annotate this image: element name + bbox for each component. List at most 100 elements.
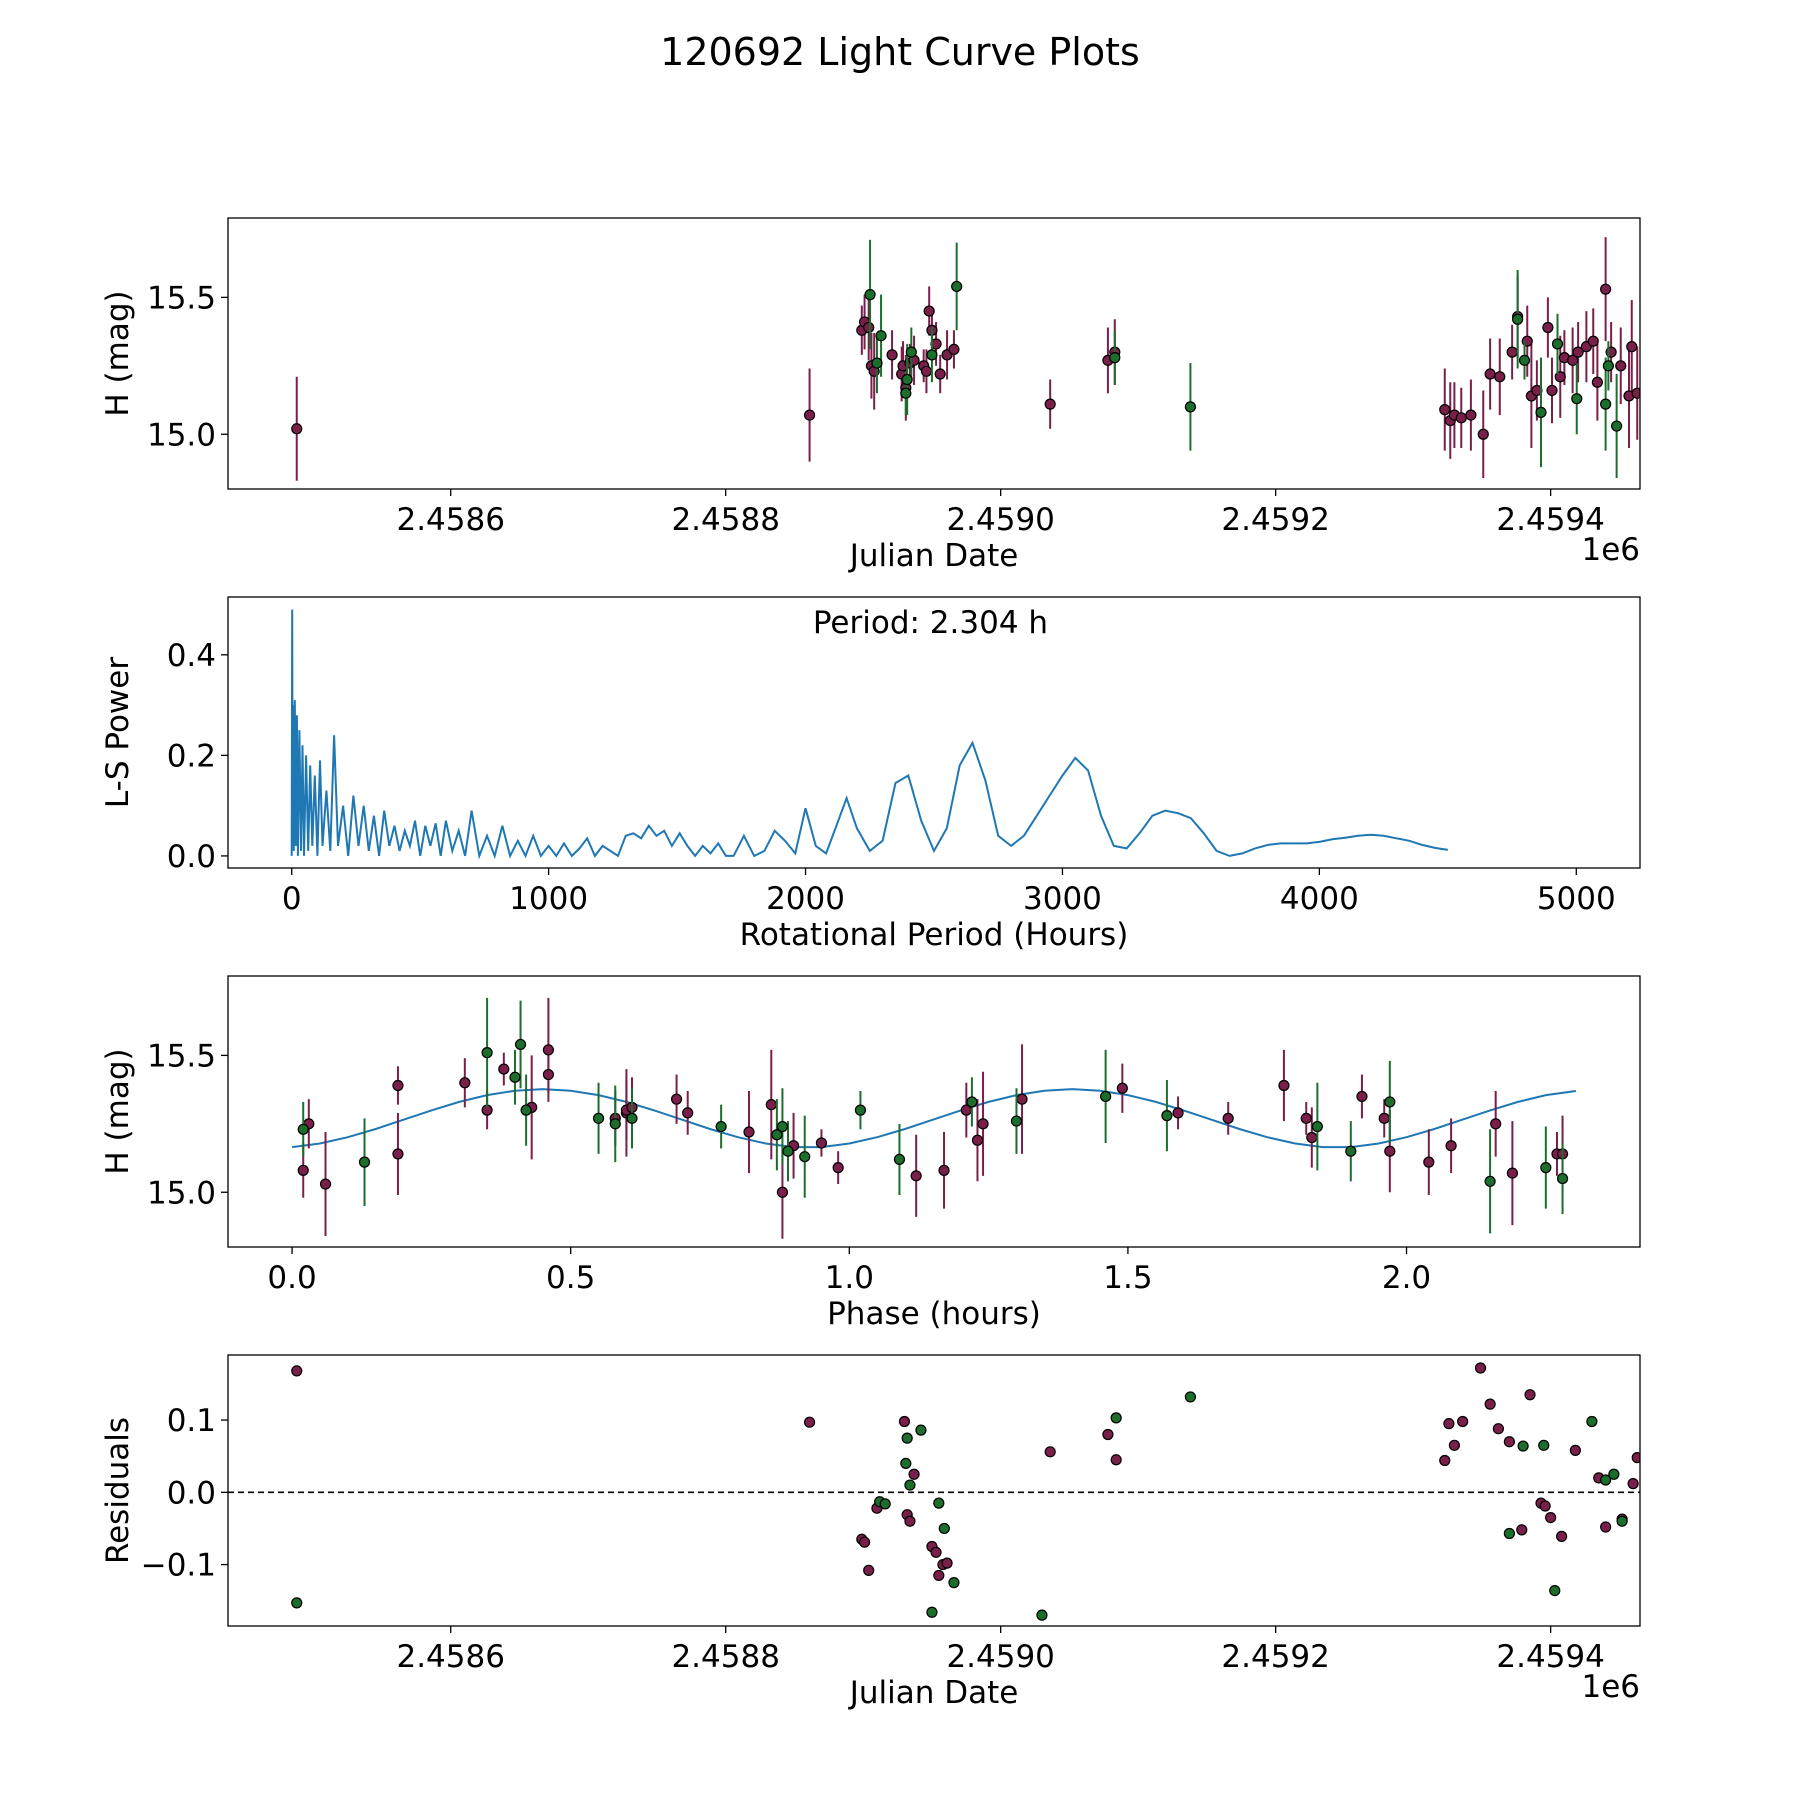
y-tick-label: 0.4: [167, 638, 216, 674]
y-tick-label: 15.0: [147, 1175, 216, 1211]
periodogram-line: [290, 609, 1448, 860]
data-point: [1591, 376, 1603, 388]
y-axis-label: Residuals: [100, 1417, 136, 1564]
data-point: [1503, 1436, 1515, 1448]
data-point: [910, 1170, 922, 1182]
data-point: [1506, 346, 1518, 358]
panel-lightcurve: 2.4586 2.4588 2.4590 2.4592 2.4594 15.0 15.5 Ju…: [100, 217, 1641, 574]
x-axis-label: Phase (hours): [827, 1296, 1041, 1332]
data-point: [1615, 360, 1627, 372]
data-point: [609, 1118, 621, 1130]
x-tick-label: 2.0: [1382, 1260, 1431, 1296]
data-point: [1506, 1167, 1518, 1179]
data-point: [542, 1068, 555, 1081]
data-point: [1494, 371, 1506, 383]
data-point: [498, 1063, 510, 1075]
data-point: [930, 1546, 942, 1558]
panel-phased: 0.0 0.5 1.0 1.5 2.0 15.0 15.5 Phase (hours) H (m…: [100, 975, 1641, 1332]
series-green: [864, 239, 1623, 479]
data-point: [1222, 1112, 1234, 1124]
data-point: [1524, 1389, 1536, 1401]
data-point: [1587, 335, 1599, 347]
data-point: [358, 1156, 371, 1168]
series-green: [297, 997, 1569, 1234]
data-point: [1184, 1391, 1197, 1403]
data-point: [971, 1134, 984, 1146]
data-point: [941, 1557, 953, 1569]
data-point: [1300, 1112, 1312, 1124]
data-point: [771, 1129, 783, 1141]
data-point: [1556, 1530, 1568, 1542]
data-point: [858, 1536, 871, 1548]
x-tick-label: 1000: [509, 881, 588, 917]
data-point: [1546, 384, 1558, 397]
data-point: [297, 1164, 309, 1176]
x-tick-label: 2.4594: [1496, 1639, 1604, 1675]
data-point: [871, 357, 883, 369]
data-point: [1161, 1110, 1173, 1122]
data-point: [863, 321, 875, 334]
plot-area: [291, 237, 1640, 481]
data-point: [1503, 1527, 1515, 1540]
data-point: [1036, 1609, 1048, 1621]
data-point: [1306, 1131, 1318, 1144]
series-purple: [291, 1362, 1640, 1582]
data-point: [901, 373, 913, 386]
data-point: [1600, 1521, 1612, 1533]
data-point: [670, 1093, 683, 1105]
panel-residuals: 2.4586 2.4588 2.4590 2.4592 2.4594 −0.1 0.0 0.1…: [100, 1354, 1641, 1711]
data-point: [904, 1515, 916, 1527]
data-point: [1109, 352, 1121, 364]
y-tick-label: 15.5: [147, 1038, 216, 1074]
data-point: [1600, 283, 1612, 295]
data-point: [1184, 401, 1197, 413]
data-point: [1484, 368, 1496, 380]
x-axis-label: Julian Date: [848, 538, 1019, 574]
axis-offset-label: 1e6: [1581, 1669, 1640, 1705]
data-point: [915, 1424, 927, 1436]
x-tick-label: 2.4592: [1221, 1639, 1329, 1675]
y-tick-label: 0.2: [167, 738, 216, 774]
data-point: [1465, 409, 1477, 421]
data-point: [951, 280, 963, 293]
data-point: [864, 289, 876, 301]
x-tick-label: 2.4592: [1221, 502, 1329, 538]
y-tick-label: 15.5: [147, 280, 216, 316]
data-point: [1539, 1500, 1551, 1512]
x-tick-label: 2000: [766, 881, 845, 917]
data-point: [291, 423, 303, 435]
y-tick-label: 15.0: [147, 417, 216, 453]
x-axis-label: Rotational Period (Hours): [740, 917, 1129, 953]
data-point: [1538, 1439, 1550, 1451]
data-point: [291, 1365, 303, 1377]
data-point: [1443, 1418, 1455, 1430]
data-point: [743, 1126, 755, 1138]
axes-frame: [227, 1354, 1641, 1627]
data-point: [1600, 398, 1612, 410]
x-tick-label: 2.4588: [671, 1639, 779, 1675]
data-point: [1439, 1454, 1451, 1467]
data-point: [1110, 1412, 1122, 1424]
data-point: [392, 1148, 404, 1160]
data-point: [1477, 428, 1489, 440]
data-point: [1602, 360, 1614, 372]
data-point: [1631, 1452, 1640, 1464]
data-point: [1455, 412, 1467, 424]
data-point: [1490, 1118, 1502, 1130]
y-tick-label: 0.0: [167, 1475, 216, 1511]
data-point: [1545, 1511, 1557, 1524]
panels: 2.4586 2.4588 2.4590 2.4592 2.4594 15.0 15.5 Ju…: [100, 217, 1641, 1711]
x-tick-label: 4000: [1280, 881, 1359, 917]
data-point: [1586, 1415, 1598, 1428]
x-tick-label: 5000: [1537, 881, 1616, 917]
data-point: [1512, 313, 1524, 325]
data-point: [1102, 1428, 1114, 1441]
data-point: [392, 1079, 404, 1092]
data-point: [803, 1416, 816, 1428]
data-point: [875, 330, 887, 342]
data-point: [765, 1099, 777, 1111]
data-point: [832, 1162, 844, 1174]
data-point: [514, 1038, 527, 1051]
